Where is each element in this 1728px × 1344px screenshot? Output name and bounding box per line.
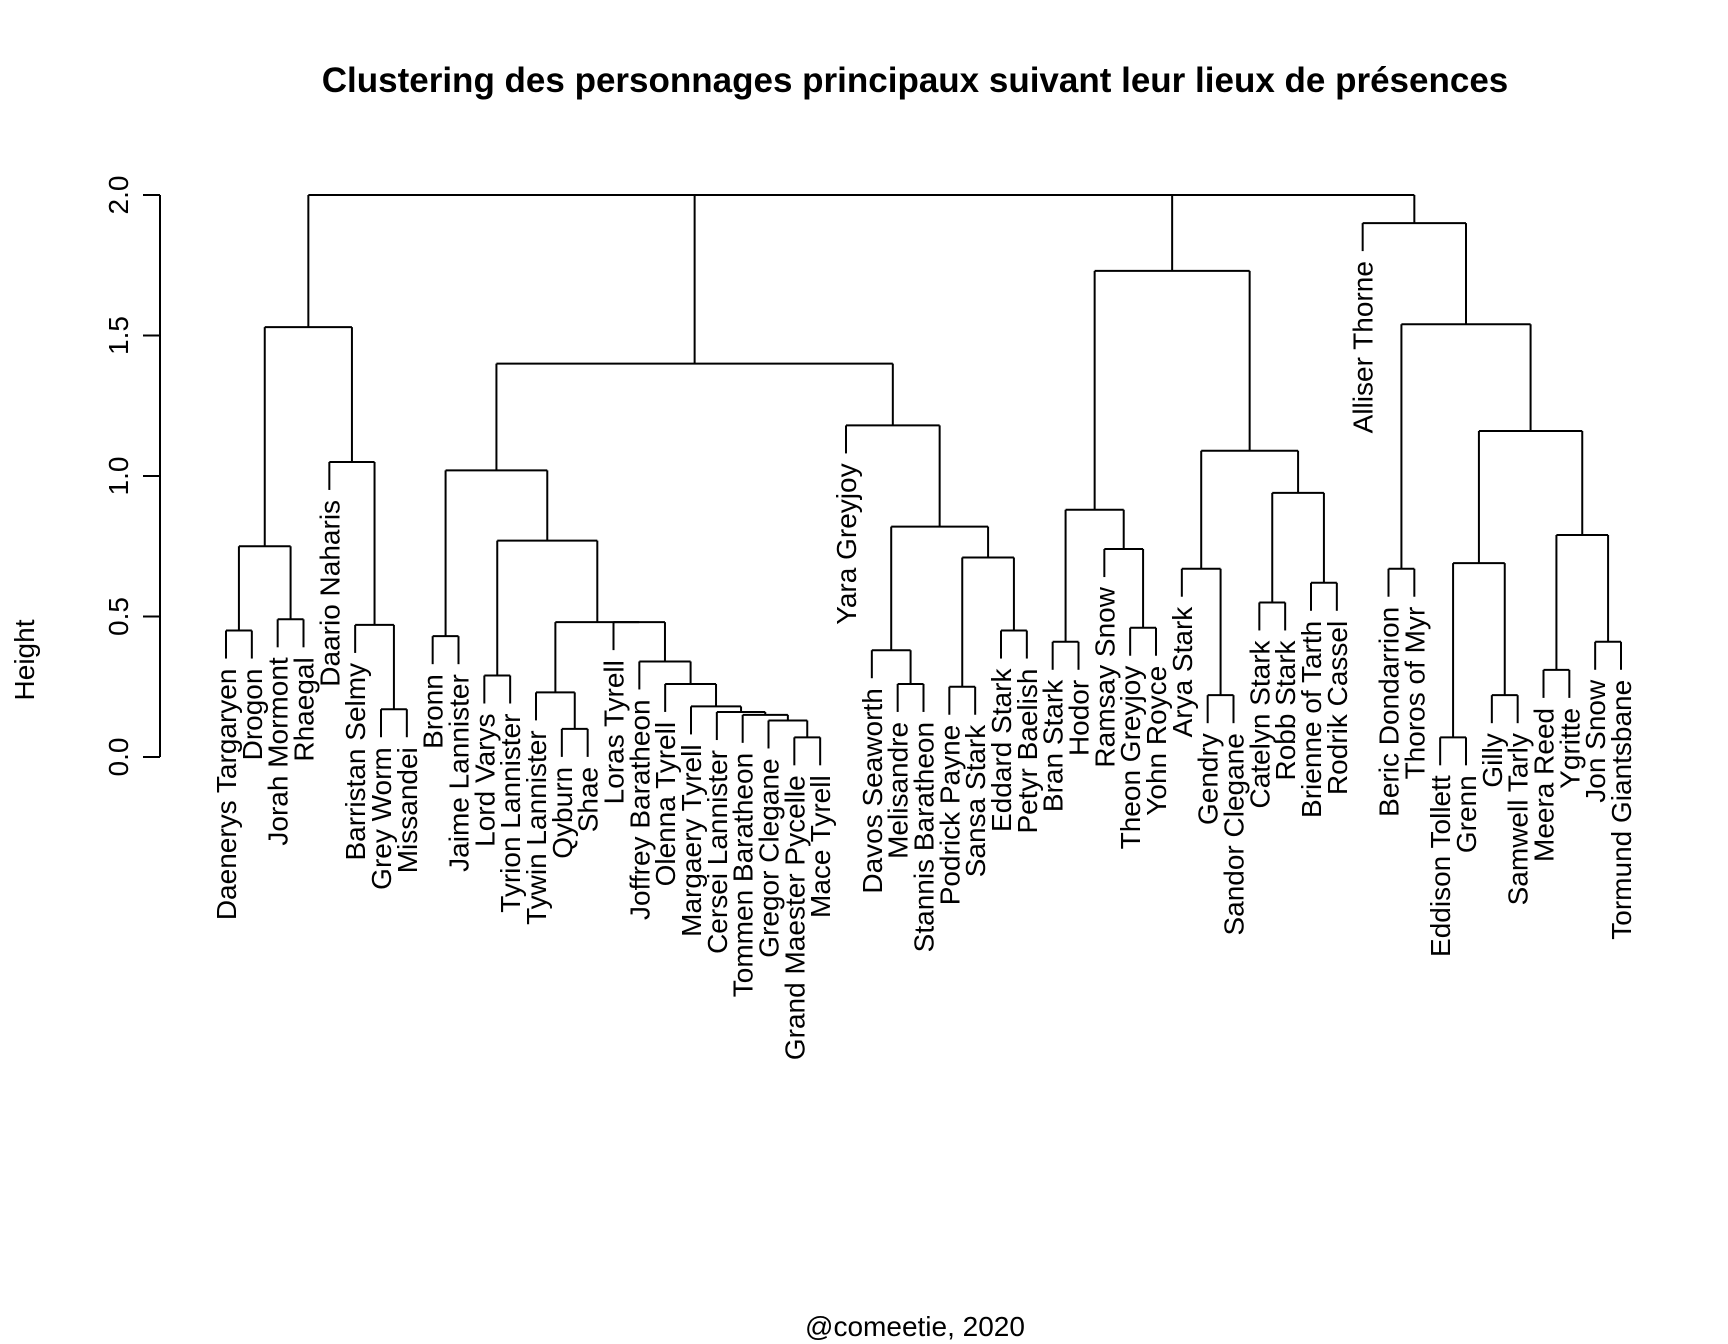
leaf-label: Tormund Giantsbane bbox=[1606, 680, 1637, 940]
leaf-label: Theon Greyjoy bbox=[1115, 666, 1146, 850]
y-axis-label: Height bbox=[9, 619, 40, 700]
leaf-label: Meera Reed bbox=[1529, 708, 1560, 862]
chart-caption: @comeetie, 2020 bbox=[805, 1311, 1025, 1342]
leaf-label: Daario Naharis bbox=[314, 500, 345, 687]
leaf-label: Alliser Thorne bbox=[1348, 261, 1379, 433]
leaf-label: Margaery Tyrell bbox=[676, 744, 707, 936]
dendrogram-tree bbox=[225, 194, 1622, 766]
leaf-label: Davos Seaworth bbox=[857, 688, 888, 893]
leaf-label: Tommen Baratheon bbox=[728, 753, 759, 997]
leaf-label: Stannis Baratheon bbox=[909, 722, 940, 952]
y-tick-label: 2.0 bbox=[103, 176, 134, 215]
leaf-label: Podrick Payne bbox=[934, 725, 965, 906]
leaf-label: Cersei Lannister bbox=[702, 750, 733, 954]
leaf-label: Joffrey Baratheon bbox=[624, 699, 655, 920]
leaf-label: Samwell Tarly bbox=[1503, 733, 1534, 905]
leaf-label: Jorah Mormont bbox=[263, 657, 294, 846]
leaf-label: Jaime Lannister bbox=[444, 674, 475, 872]
leaf-label: Tywin Lannister bbox=[521, 730, 552, 925]
leaf-label: Daenerys Targaryen bbox=[211, 669, 242, 921]
leaf-label: Eddard Stark bbox=[986, 668, 1017, 832]
leaf-label: Gregor Clegane bbox=[754, 758, 785, 957]
y-tick-label: 0.5 bbox=[103, 597, 134, 636]
y-tick-label: 0.0 bbox=[103, 738, 134, 777]
leaf-label: Ygritte bbox=[1554, 708, 1585, 789]
leaf-label: Grand Maester Pycelle bbox=[779, 775, 810, 1060]
leaf-label: Rhaegal bbox=[289, 657, 320, 761]
y-axis: 0.0 0.5 1.0 1.5 2.0 bbox=[103, 176, 161, 777]
leaf-label: Sandor Clegane bbox=[1219, 733, 1250, 935]
leaf-label: Bran Stark bbox=[1038, 679, 1069, 812]
leaf-label: Rodrik Cassel bbox=[1322, 621, 1353, 795]
leaf-label: Brienne of Tarth bbox=[1296, 621, 1327, 818]
leaf-label: Grenn bbox=[1451, 775, 1482, 853]
leaf-label: Tyrion Lannister bbox=[495, 714, 526, 913]
y-tick-label: 1.5 bbox=[103, 316, 134, 355]
leaf-label: Hodor bbox=[1064, 680, 1095, 756]
leaf-label: Yara Greyjoy bbox=[831, 463, 862, 624]
leaf-label: Melisandre bbox=[883, 722, 914, 859]
leaf-label: Gilly bbox=[1477, 733, 1508, 787]
leaf-label: Eddison Tollett bbox=[1425, 775, 1456, 957]
leaf-label: Ramsay Snow bbox=[1089, 586, 1120, 767]
leaf-label: Grey Worm bbox=[366, 747, 397, 890]
leaf-label: Missandei bbox=[392, 747, 423, 873]
leaf-label: Barristan Selmy bbox=[340, 663, 371, 861]
leaf-label: Petyr Baelish bbox=[1012, 669, 1043, 834]
leaf-label: Mace Tyrell bbox=[805, 775, 836, 918]
leaf-label: Gendry bbox=[1193, 733, 1224, 825]
leaf-label: Thoros of Myr bbox=[1399, 607, 1430, 780]
leaf-label: Shae bbox=[573, 767, 604, 832]
leaf-label: Arya Stark bbox=[1167, 606, 1198, 738]
leaf-label: Olenna Tyrell bbox=[650, 722, 681, 886]
leaf-label: Jon Snow bbox=[1580, 679, 1611, 803]
leaf-label: Loras Tyrell bbox=[599, 660, 630, 804]
leaf-label: Yohn Royce bbox=[1141, 666, 1172, 816]
leaf-label: Robb Stark bbox=[1270, 639, 1301, 780]
chart-title: Clustering des personnages principaux su… bbox=[322, 61, 1509, 100]
leaf-label: Qyburn bbox=[547, 767, 578, 859]
y-tick-label: 1.0 bbox=[103, 457, 134, 496]
leaf-label: Bronn bbox=[418, 674, 449, 749]
leaf-label: Lord Varys bbox=[469, 714, 500, 847]
leaf-label: Sansa Stark bbox=[960, 724, 991, 878]
leaf-label: Catelyn Stark bbox=[1244, 639, 1275, 808]
leaf-label: Drogon bbox=[237, 669, 268, 761]
leaf-label: Beric Dondarrion bbox=[1374, 607, 1405, 817]
